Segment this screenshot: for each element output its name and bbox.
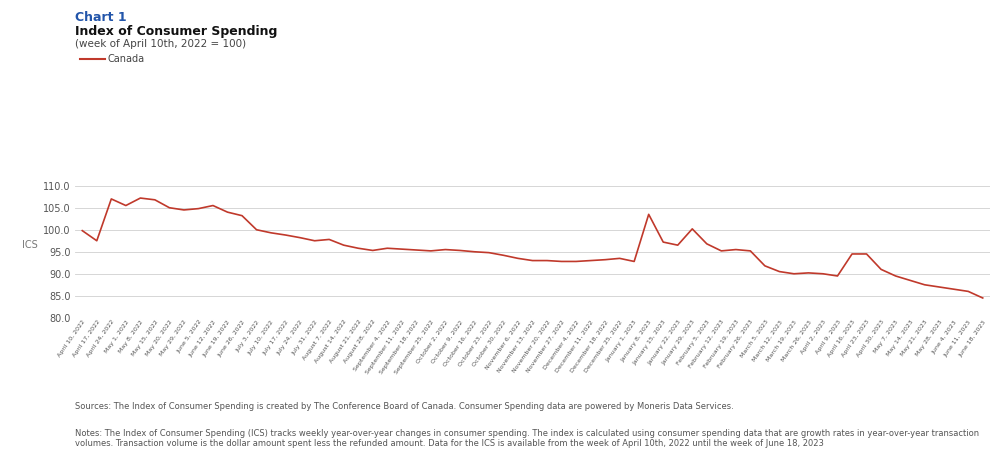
Canada [134, 195, 146, 201]
Text: ICS: ICS [22, 240, 38, 250]
Canada [76, 228, 88, 233]
Canada [962, 289, 974, 294]
Canada [715, 248, 727, 254]
Canada [367, 248, 379, 253]
Text: Canada: Canada [108, 54, 145, 64]
Canada [338, 242, 350, 248]
Text: (week of April 10th, 2022 = 100): (week of April 10th, 2022 = 100) [75, 39, 246, 49]
Line: Canada: Canada [82, 198, 983, 298]
Text: Chart 1: Chart 1 [75, 11, 127, 25]
Canada [977, 295, 989, 301]
Canada [512, 256, 524, 261]
Canada [541, 258, 553, 263]
Text: Index of Consumer Spending: Index of Consumer Spending [75, 25, 277, 38]
Text: Notes: The Index of Consumer Spending (ICS) tracks weekly year-over-year changes: Notes: The Index of Consumer Spending (I… [75, 429, 979, 449]
Text: Sources: The Index of Consumer Spending is created by The Conference Board of Ca: Sources: The Index of Consumer Spending … [75, 402, 734, 411]
